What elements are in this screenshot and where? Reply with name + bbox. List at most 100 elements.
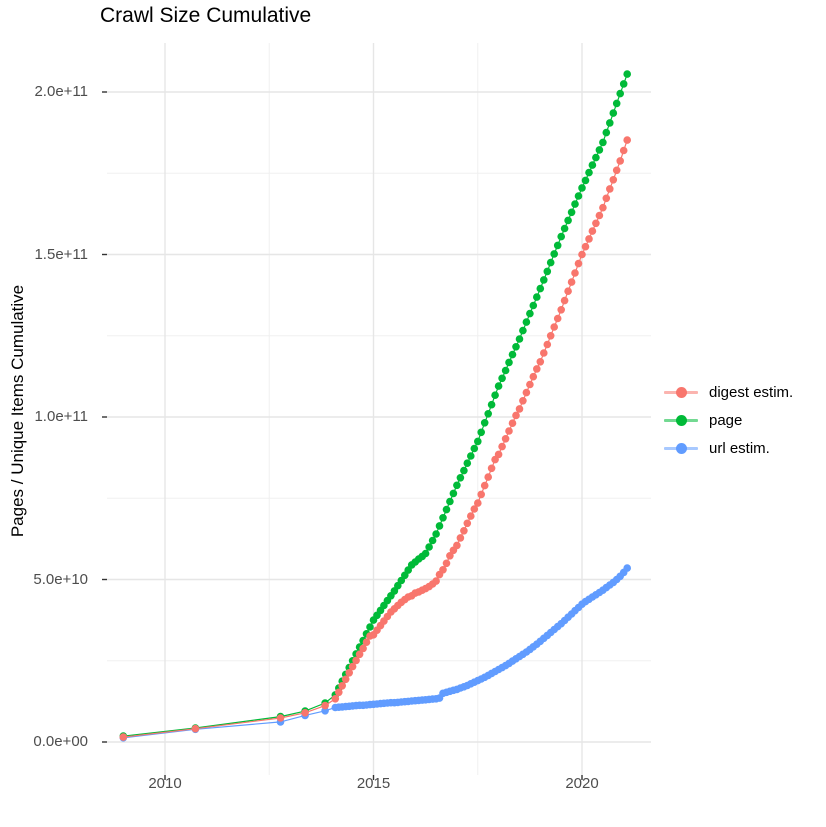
series-point <box>616 89 624 98</box>
series-point <box>498 374 506 383</box>
series-point <box>515 405 524 413</box>
series-point <box>470 444 479 453</box>
series-point <box>592 219 600 228</box>
series-point <box>359 644 367 653</box>
legend-point-icon <box>676 415 687 426</box>
series-point <box>484 473 493 481</box>
series-point <box>301 709 309 717</box>
series-point <box>571 269 579 277</box>
series-point <box>606 185 614 193</box>
series-point <box>571 200 579 208</box>
series-point <box>348 662 357 671</box>
series-point <box>578 250 586 259</box>
legend-point-icon <box>676 443 687 454</box>
series-point <box>529 301 538 310</box>
series-point <box>432 530 440 538</box>
series-point <box>498 442 506 451</box>
series-point <box>435 522 444 530</box>
series-point <box>592 153 600 162</box>
legend-key-url <box>664 439 698 457</box>
series-point <box>609 109 618 117</box>
series-point <box>519 397 527 405</box>
series-point <box>588 227 597 235</box>
series-point <box>512 411 520 420</box>
series-point <box>501 435 510 443</box>
series-point <box>540 349 548 357</box>
series-point <box>581 176 590 185</box>
series-point <box>574 259 583 268</box>
series-point <box>581 242 590 251</box>
series-point <box>606 119 614 127</box>
x-tick-label-2010: 2010 <box>148 775 182 792</box>
series-point <box>456 534 465 542</box>
series-point <box>612 166 621 175</box>
series-point <box>484 410 493 418</box>
series-point <box>595 146 604 154</box>
series-point <box>362 638 371 646</box>
series-point <box>623 564 631 572</box>
series-point <box>540 276 548 284</box>
series-point <box>119 733 128 741</box>
series-point <box>425 543 433 551</box>
legend-label: page <box>709 411 743 429</box>
series-point <box>533 293 541 301</box>
legend-item-digest: digest estim. <box>664 378 793 406</box>
series-point <box>494 382 503 390</box>
series-point <box>446 552 454 560</box>
x-tick-label-2020: 2020 <box>565 775 599 792</box>
series-point <box>442 559 451 568</box>
series-point <box>463 459 472 468</box>
series-point <box>439 566 447 574</box>
series-point <box>550 250 558 258</box>
series-point <box>588 161 597 169</box>
series-point <box>432 577 440 585</box>
y-tick-label-2: 1.0e+11 <box>34 408 88 425</box>
series-point <box>560 224 569 233</box>
series-point <box>557 232 565 241</box>
series-point <box>546 332 555 340</box>
series-point <box>619 80 628 88</box>
series-point <box>428 536 437 545</box>
series-point <box>619 146 628 155</box>
series-point <box>474 499 482 507</box>
series-point <box>515 335 524 343</box>
series-point <box>321 701 329 710</box>
series-line <box>123 139 628 738</box>
series-point <box>557 306 565 314</box>
legend-key-page <box>664 411 698 429</box>
series-point <box>612 99 621 108</box>
series-point <box>453 541 461 550</box>
series-point <box>533 365 541 373</box>
series-point <box>338 682 347 690</box>
series-point <box>331 695 340 703</box>
series-point <box>522 318 531 326</box>
series-point <box>564 287 572 296</box>
series-point <box>491 391 499 400</box>
series-point <box>508 419 517 428</box>
y-tick-label-4: 2.0e+11 <box>34 83 88 100</box>
series-point <box>536 358 545 366</box>
series-point <box>321 707 329 715</box>
series-point <box>616 157 624 165</box>
series-point <box>602 194 611 203</box>
series-point <box>512 343 520 351</box>
series-point <box>366 623 374 631</box>
series-point <box>477 490 486 499</box>
series-point <box>477 428 486 437</box>
series-line <box>123 567 628 739</box>
series-point <box>505 358 513 367</box>
legend-item-page: page <box>664 406 793 434</box>
series-point <box>609 176 618 184</box>
series-point <box>519 326 527 335</box>
series-point <box>567 278 576 286</box>
legend-item-url: url estim. <box>664 434 793 462</box>
series-point <box>467 512 475 520</box>
series-point <box>467 452 475 460</box>
series-point <box>494 450 503 459</box>
series-point <box>522 388 531 397</box>
series-point <box>585 235 593 243</box>
series-point <box>553 314 562 323</box>
series-point <box>341 675 350 684</box>
x-tick-label-2015: 2015 <box>356 775 391 792</box>
series-point <box>529 372 538 381</box>
